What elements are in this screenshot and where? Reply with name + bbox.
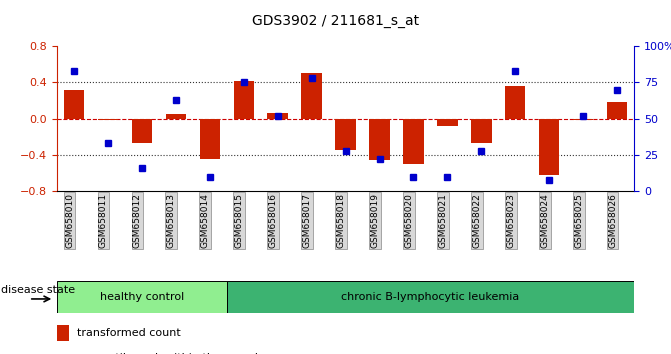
Text: GSM658025: GSM658025 (574, 193, 583, 248)
Text: GDS3902 / 211681_s_at: GDS3902 / 211681_s_at (252, 14, 419, 28)
Text: GSM658026: GSM658026 (608, 193, 617, 248)
Bar (505, 86, 525, 119)
Bar (336, 119, 356, 150)
Text: GSM658010: GSM658010 (65, 193, 74, 248)
Bar (98, 119, 118, 120)
Bar (369, 119, 390, 160)
Bar (57, 281, 227, 313)
Bar (64, 90, 84, 119)
Bar (132, 119, 152, 143)
Bar (166, 114, 186, 119)
Text: percentile rank within the sample: percentile rank within the sample (77, 353, 265, 354)
Bar (607, 102, 627, 119)
Text: GSM658015: GSM658015 (235, 193, 244, 248)
Text: disease state: disease state (1, 285, 74, 295)
Text: GSM658023: GSM658023 (507, 193, 515, 248)
Text: GSM658022: GSM658022 (472, 193, 481, 248)
Text: GSM658017: GSM658017 (303, 193, 311, 248)
Text: GSM658012: GSM658012 (133, 193, 142, 248)
Text: GSM658020: GSM658020 (405, 193, 413, 248)
Text: GSM658021: GSM658021 (438, 193, 448, 248)
Text: GSM658014: GSM658014 (201, 193, 210, 248)
Bar (471, 119, 492, 143)
Text: GSM658013: GSM658013 (167, 193, 176, 248)
Bar (301, 73, 322, 119)
Bar (539, 119, 560, 175)
Bar (403, 119, 423, 164)
Bar (199, 119, 220, 159)
Text: GSM658018: GSM658018 (337, 193, 346, 248)
Text: GSM658024: GSM658024 (540, 193, 550, 248)
Bar (573, 119, 593, 120)
Bar (234, 81, 254, 119)
Bar (227, 281, 634, 313)
Text: GSM658011: GSM658011 (99, 193, 108, 248)
Text: healthy control: healthy control (100, 292, 184, 302)
Text: transformed count: transformed count (77, 328, 181, 338)
Text: chronic B-lymphocytic leukemia: chronic B-lymphocytic leukemia (342, 292, 519, 302)
Bar (268, 113, 288, 119)
Bar (57, 325, 68, 341)
Text: GSM658019: GSM658019 (370, 193, 380, 248)
Text: GSM658016: GSM658016 (268, 193, 278, 248)
Bar (437, 119, 458, 126)
